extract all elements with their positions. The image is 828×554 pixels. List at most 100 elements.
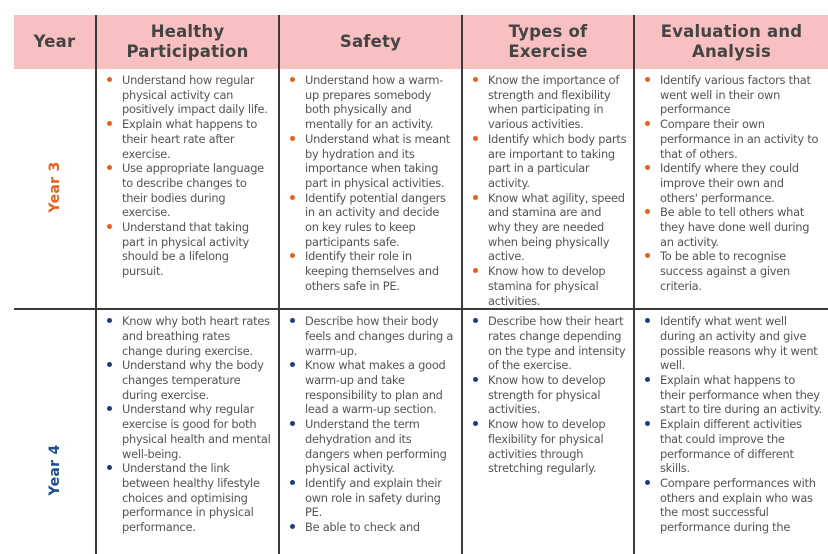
header-types-of-exercise: Types of Exercise	[461, 15, 634, 69]
list-item: Explain what happens to their heart rate…	[107, 117, 272, 161]
bullet-dot-icon	[290, 253, 295, 259]
list-item: Understand why regular exercise is good …	[107, 402, 272, 461]
table-row-year-4: Year 4 Know why both heart rates and bre…	[14, 308, 828, 554]
list-item: Know the importance of strength and flex…	[473, 73, 627, 132]
list-item: Understand how a warm-up prepares somebo…	[290, 73, 455, 132]
bullet-dot-icon	[645, 479, 650, 485]
list-item-text: Understand how regular physical activity…	[122, 73, 268, 117]
cell-types-of-exercise: Describe how their heart rates change de…	[461, 308, 634, 554]
list-item: Identify where they could improve their …	[645, 161, 822, 205]
list-item: Know how to develop strength for physica…	[473, 373, 627, 417]
year-label-year-4: Year 4	[46, 444, 63, 496]
year-cell: Year 4	[14, 308, 96, 554]
list-item-text: Compare their own performance in an acti…	[660, 117, 819, 161]
bullet-dot-icon	[290, 318, 295, 324]
bullet-dot-icon	[290, 362, 295, 368]
list-item-text: Identify which body parts are important …	[488, 131, 627, 190]
list-item-text: Understand the term dehydration and its …	[305, 417, 447, 476]
header-healthy-participation: Healthy Participation	[95, 15, 279, 69]
list-item: Compare their own performance in an acti…	[645, 117, 822, 161]
list-item: Know how to develop flexibility for phys…	[473, 417, 627, 476]
list-item: Understand the term dehydration and its …	[290, 417, 455, 476]
list-item: Identify and explain their own role in s…	[290, 476, 455, 520]
list-item-text: Understand how a warm-up prepares somebo…	[305, 73, 444, 132]
bullet-list: Identify what went well during an activi…	[645, 314, 822, 535]
bullet-dot-icon	[290, 421, 295, 427]
list-item: Identify their role in keeping themselve…	[290, 249, 455, 293]
bullet-dot-icon	[473, 377, 478, 383]
bullet-dot-icon	[290, 77, 295, 82]
bullet-dot-icon	[473, 318, 478, 324]
header-year: Year	[14, 15, 96, 69]
table-row-year-3: Year 3 Understand how regular physical a…	[14, 69, 828, 310]
bullet-list: Know the importance of strength and flex…	[473, 73, 627, 308]
list-item-text: Know the importance of strength and flex…	[488, 73, 620, 132]
list-item-text: Use appropriate language to describe cha…	[122, 161, 264, 220]
cell-types-of-exercise: Know the importance of strength and flex…	[461, 69, 634, 310]
list-item-text: Understand what is meant by hydration an…	[305, 131, 451, 190]
curriculum-page: Year Healthy Participation Safety Types …	[14, 15, 828, 554]
list-item-text: Identify potential dangers in an activit…	[305, 190, 446, 249]
bullet-dot-icon	[645, 121, 650, 127]
header-evaluation-and-analysis: Evaluation and Analysis	[633, 15, 828, 69]
list-item: Know how to develop stamina for physical…	[473, 264, 627, 308]
bullet-dot-icon	[645, 77, 650, 82]
cell-healthy-participation: Know why both heart rates and breathing …	[95, 308, 279, 554]
list-item-text: Know how to develop strength for physica…	[488, 373, 606, 417]
bullet-dot-icon	[645, 253, 650, 259]
bullet-dot-icon	[107, 465, 112, 471]
list-item-text: Describe how their body feels and change…	[305, 314, 454, 358]
list-item: Identify which body parts are important …	[473, 132, 627, 191]
list-item: Explain different activities that could …	[645, 417, 822, 476]
list-item-text: Identify what went well during an activi…	[660, 314, 818, 373]
bullet-dot-icon	[107, 406, 112, 412]
list-item: Understand why the body changes temperat…	[107, 358, 272, 402]
list-item-text: Know what makes a good warm-up and take …	[305, 358, 446, 417]
bullet-dot-icon	[290, 524, 295, 530]
cell-healthy-participation: Understand how regular physical activity…	[95, 69, 279, 310]
list-item: Describe how their heart rates change de…	[473, 314, 627, 373]
bullet-dot-icon	[107, 224, 112, 230]
list-item: To be able to recognise success against …	[645, 249, 822, 293]
bullet-dot-icon	[107, 318, 112, 324]
cell-safety: Understand how a warm-up prepares somebo…	[278, 69, 462, 310]
bullet-list: Identify various factors that went well …	[645, 73, 822, 294]
list-item-text: Understand that taking part in physical …	[122, 220, 250, 279]
list-item: Identify potential dangers in an activit…	[290, 191, 455, 250]
list-item-text: To be able to recognise success against …	[660, 249, 790, 293]
bullet-dot-icon	[290, 135, 295, 141]
list-item: Understand that taking part in physical …	[107, 220, 272, 279]
bullet-dot-icon	[473, 268, 478, 274]
list-item-text: Describe how their heart rates change de…	[488, 314, 626, 373]
header-safety: Safety	[278, 15, 462, 69]
bullet-dot-icon	[645, 421, 650, 427]
list-item: Use appropriate language to describe cha…	[107, 161, 272, 220]
list-item-text: Know how to develop stamina for physical…	[488, 264, 606, 308]
bullet-list: Know why both heart rates and breathing …	[107, 314, 272, 535]
list-item-text: Understand why regular exercise is good …	[122, 402, 271, 461]
list-item-text: Identify various factors that went well …	[660, 73, 811, 117]
list-item-text: Explain what happens to their heart rate…	[122, 117, 258, 161]
bullet-dot-icon	[473, 135, 478, 141]
year-cell: Year 3	[14, 69, 96, 309]
cell-safety: Describe how their body feels and change…	[278, 308, 462, 554]
list-item: Describe how their body feels and change…	[290, 314, 455, 358]
bullet-list: Understand how regular physical activity…	[107, 73, 272, 279]
list-item: Be able to tell others what they have do…	[645, 205, 822, 249]
list-item-text: Explain different activities that could …	[660, 417, 802, 476]
cell-evaluation-and-analysis: Identify various factors that went well …	[633, 69, 828, 310]
list-item: Identify various factors that went well …	[645, 73, 822, 117]
list-item: Identify what went well during an activi…	[645, 314, 822, 373]
bullet-dot-icon	[645, 318, 650, 324]
list-item: Understand what is meant by hydration an…	[290, 132, 455, 191]
list-item: Know why both heart rates and breathing …	[107, 314, 272, 358]
bullet-dot-icon	[473, 77, 478, 82]
bullet-list: Describe how their body feels and change…	[290, 314, 455, 535]
list-item-text: Know how to develop flexibility for phys…	[488, 417, 606, 476]
list-item-text: Identify their role in keeping themselve…	[305, 249, 439, 293]
bullet-list: Describe how their heart rates change de…	[473, 314, 627, 476]
bullet-dot-icon	[107, 362, 112, 368]
list-item-text: Explain what happens to their performanc…	[660, 373, 822, 417]
cell-evaluation-and-analysis: Identify what went well during an activi…	[633, 308, 828, 554]
list-item-text: Be able to tell others what they have do…	[660, 205, 810, 249]
